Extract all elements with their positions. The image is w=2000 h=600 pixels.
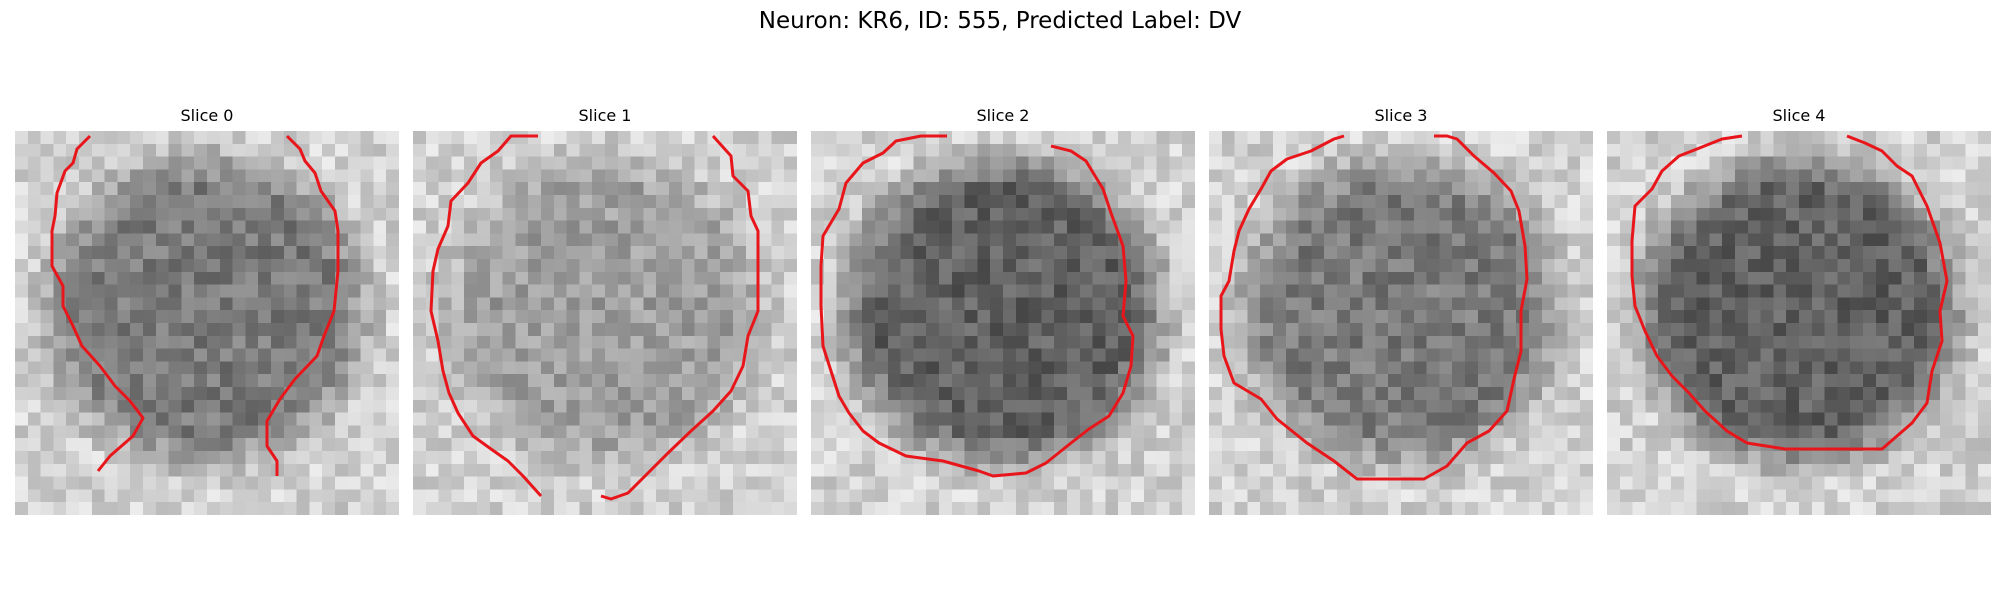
slice-title: Slice 0 xyxy=(180,106,234,125)
contour-overlay xyxy=(429,134,760,501)
contour-line xyxy=(1219,134,1529,481)
slice-image xyxy=(1209,131,1593,515)
contour-line xyxy=(1630,134,1949,451)
contour-line xyxy=(265,134,340,476)
slice-image xyxy=(15,131,399,515)
slice-panel-3: Slice 3 xyxy=(1209,107,1593,515)
slice-image xyxy=(811,131,1195,515)
slice-panel-0: Slice 0 xyxy=(15,107,399,515)
slice-panel-1: Slice 1 xyxy=(413,107,797,515)
contour-line xyxy=(819,134,1135,478)
slice-panel-4: Slice 4 xyxy=(1607,107,1991,515)
slice-title: Slice 2 xyxy=(976,106,1030,125)
contour-overlay xyxy=(1630,134,1949,451)
contour-overlay xyxy=(50,134,340,476)
contour-line xyxy=(600,134,760,501)
contour-overlay xyxy=(819,134,1135,478)
slice-title: Slice 3 xyxy=(1374,106,1428,125)
slice-title: Slice 4 xyxy=(1772,106,1826,125)
slice-panel-2: Slice 2 xyxy=(811,107,1195,515)
contour-line xyxy=(429,134,543,498)
slice-image xyxy=(1607,131,1991,515)
contour-line xyxy=(50,134,145,472)
figure-title: Neuron: KR6, ID: 555, Predicted Label: D… xyxy=(758,8,1242,34)
slice-title: Slice 1 xyxy=(578,106,632,125)
contour-overlay xyxy=(1219,134,1529,481)
slice-image xyxy=(413,131,797,515)
